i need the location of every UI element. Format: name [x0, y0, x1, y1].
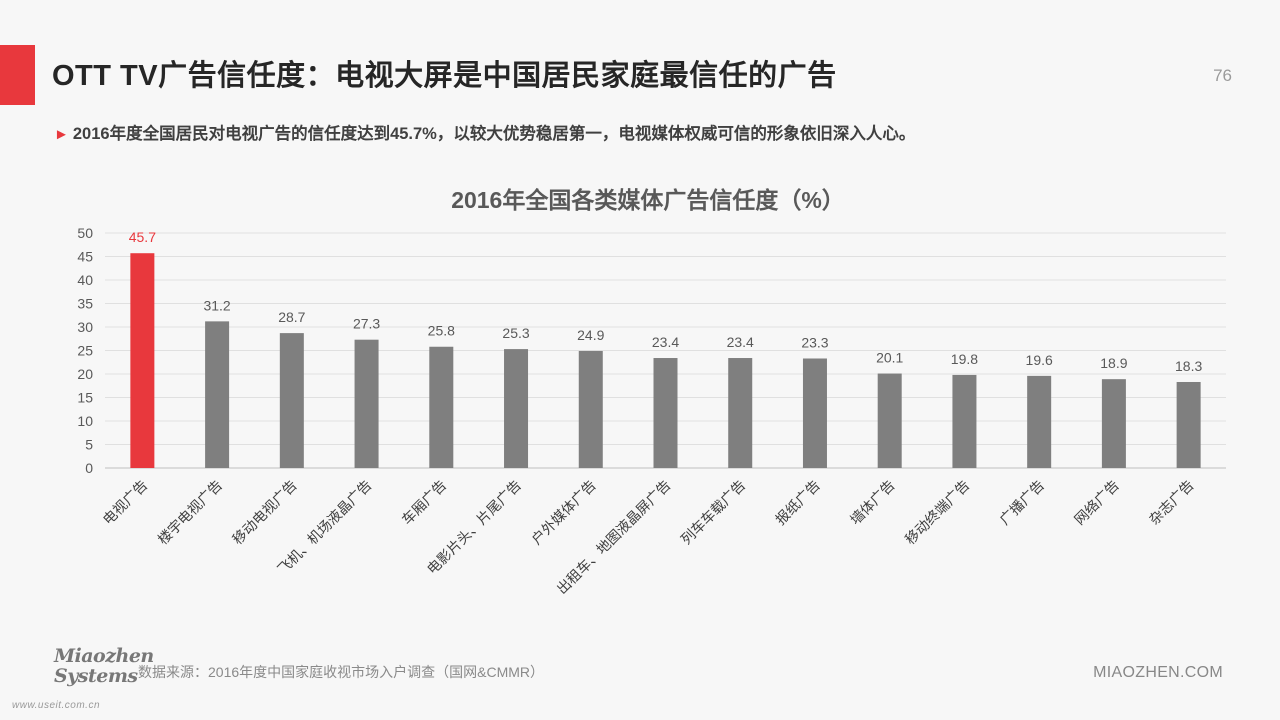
data-label: 24.9: [577, 327, 604, 343]
y-tick-label: 15: [77, 390, 93, 406]
y-tick-label: 0: [85, 460, 93, 476]
bar: [1176, 381, 1201, 468]
x-tick-label: 楼宇电视广告: [155, 477, 226, 548]
data-label: 23.3: [801, 334, 828, 350]
y-tick-label: 45: [77, 249, 93, 265]
x-tick-label: 电视广告: [100, 477, 151, 528]
bar: [130, 253, 155, 468]
site-url: MIAOZHEN.COM: [1093, 664, 1223, 681]
x-tick-label: 网络广告: [1071, 477, 1122, 528]
y-tick-label: 25: [77, 343, 93, 359]
title-accent-bar: [0, 45, 35, 105]
data-label: 27.3: [353, 316, 380, 332]
y-tick-label: 35: [77, 296, 93, 312]
y-tick-label: 20: [77, 366, 93, 382]
bar: [653, 358, 678, 468]
data-label: 31.2: [203, 297, 230, 313]
bar: [205, 321, 230, 468]
x-tick-label: 墙体广告: [847, 477, 898, 528]
slide-title: OTT TV广告信任度：电视大屏是中国居民家庭最信任的广告: [52, 60, 837, 92]
x-tick-label: 移动终端广告: [902, 477, 973, 548]
logo-line-2: Systems: [54, 665, 138, 687]
bar-chart: 2016年全国各类媒体广告信任度（%） 0 5 10 15 20 25 30 35 40 45 50 4…: [77, 187, 1226, 597]
data-label: 18.3: [1175, 358, 1202, 374]
bar: [1027, 375, 1052, 468]
x-tick-label: 户外媒体广告: [528, 477, 599, 548]
bar: [952, 374, 977, 468]
data-label: 18.9: [1100, 355, 1127, 371]
subtitle-text: 2016年度全国居民对电视广告的信任度达到45.7%，以较大优势稳居第一，电视媒…: [72, 125, 916, 143]
miaozhen-logo: Miaozhen Systems: [54, 645, 154, 687]
bar: [877, 373, 902, 468]
data-label: 25.3: [502, 325, 529, 341]
bar: [578, 350, 603, 468]
data-label: 20.1: [876, 350, 903, 366]
y-tick-label: 50: [77, 225, 93, 241]
bar: [1101, 379, 1126, 468]
x-tick-label: 车厢广告: [399, 477, 450, 528]
data-label: 23.4: [727, 334, 754, 350]
x-tick-label: 广播广告: [996, 477, 1047, 528]
triangle-bullet-icon: ►: [54, 126, 69, 143]
y-tick-label: 10: [77, 413, 93, 429]
x-tick-label: 杂志广告: [1146, 477, 1197, 528]
y-tick-label: 5: [85, 437, 93, 453]
x-tick-label: 列车车载广告: [678, 477, 749, 548]
bar: [279, 333, 304, 468]
bar: [728, 358, 753, 468]
y-tick-label: 30: [77, 319, 93, 335]
watermark-url: www.useit.com.cn: [12, 700, 101, 711]
bar: [429, 346, 454, 468]
logo-line-1: Miaozhen: [54, 645, 154, 667]
data-source: 数据来源：2016年度中国家庭收视市场入户调查（国网&CMMR）: [138, 664, 545, 680]
bar: [802, 358, 827, 468]
x-tick-label: 报纸广告: [772, 477, 823, 528]
subtitle: ► 2016年度全国居民对电视广告的信任度达到45.7%，以较大优势稳居第一，电视…: [54, 120, 915, 144]
data-label: 23.4: [652, 334, 679, 350]
y-tick-label: 40: [77, 272, 93, 288]
data-label: 28.7: [278, 309, 305, 325]
bar: [504, 349, 529, 468]
x-tick-label: 移动电视广告: [229, 477, 300, 548]
bar: [354, 339, 379, 468]
chart-title: 2016年全国各类媒体广告信任度（%）: [451, 187, 845, 213]
data-label: 19.6: [1026, 352, 1053, 368]
data-label: 19.8: [951, 351, 978, 367]
data-label: 45.7: [129, 229, 156, 245]
page-number: 76: [1213, 66, 1232, 85]
data-label: 25.8: [428, 323, 455, 339]
